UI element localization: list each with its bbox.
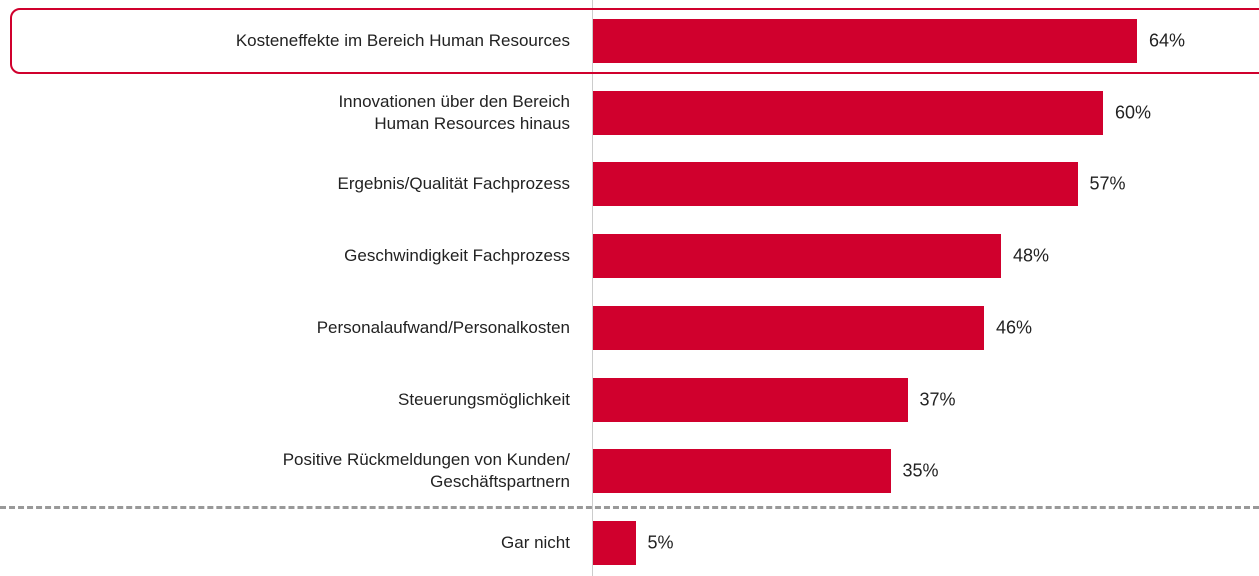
- category-label: Innovationen über den Bereich Human Reso…: [338, 91, 570, 133]
- category-label: Gar nicht: [501, 532, 570, 552]
- bar: [593, 305, 984, 350]
- bar: [593, 234, 1001, 279]
- bar: [593, 19, 1137, 63]
- separator: [0, 506, 1259, 509]
- category-label: Steuerungsmöglichkeit: [398, 389, 570, 409]
- bar: [593, 449, 891, 494]
- value-label: 60%: [1115, 102, 1152, 123]
- category-label: Geschwindigkeit Fachprozess: [344, 246, 570, 266]
- category-label: Ergebnis/Qualität Fachprozess: [337, 174, 570, 194]
- value-label: 35%: [902, 460, 939, 481]
- value-label: 5%: [647, 532, 674, 553]
- value-label: 37%: [919, 389, 956, 409]
- category-label: Personalaufwand/Personalkosten: [316, 317, 570, 337]
- value-label: 64%: [1149, 30, 1186, 51]
- value-label: 48%: [1013, 245, 1050, 266]
- value-label: 57%: [1089, 173, 1126, 194]
- category-label: Kosteneffekte im Bereich Human Resources: [235, 31, 570, 50]
- value-label: 46%: [996, 317, 1033, 338]
- bar: [593, 520, 636, 565]
- bar: [593, 162, 1078, 207]
- bar: [593, 90, 1103, 135]
- bar: [593, 377, 908, 422]
- category-label: Positive Rückmeldungen von Kunden/ Gesch…: [282, 450, 570, 492]
- axis-line: [592, 0, 593, 576]
- highlight-box: [10, 8, 1259, 74]
